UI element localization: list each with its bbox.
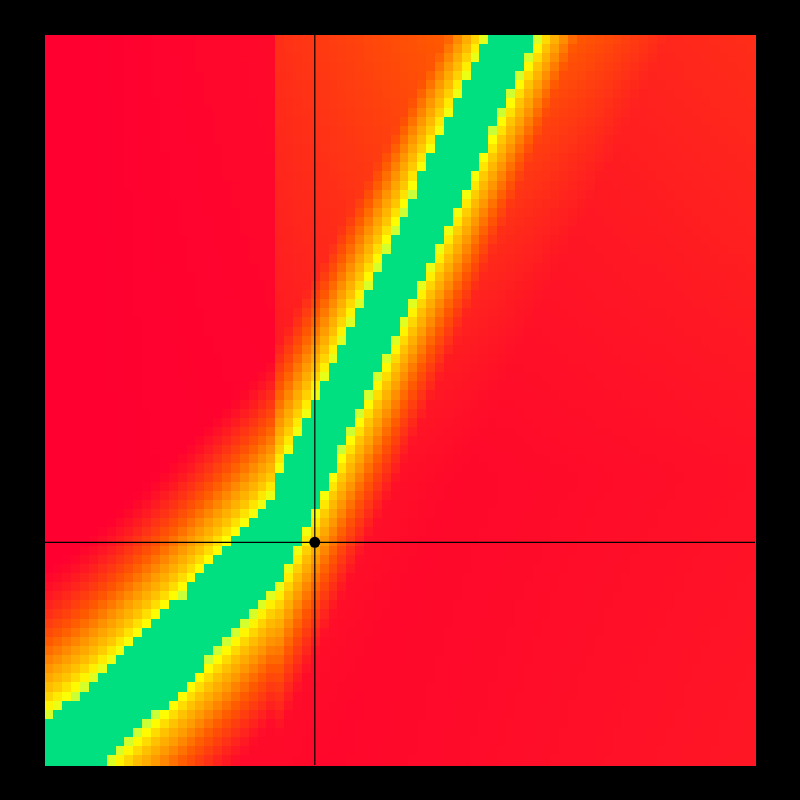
bottleneck-heatmap [0, 0, 800, 800]
chart-container: TheBottleneck.com [0, 0, 800, 800]
